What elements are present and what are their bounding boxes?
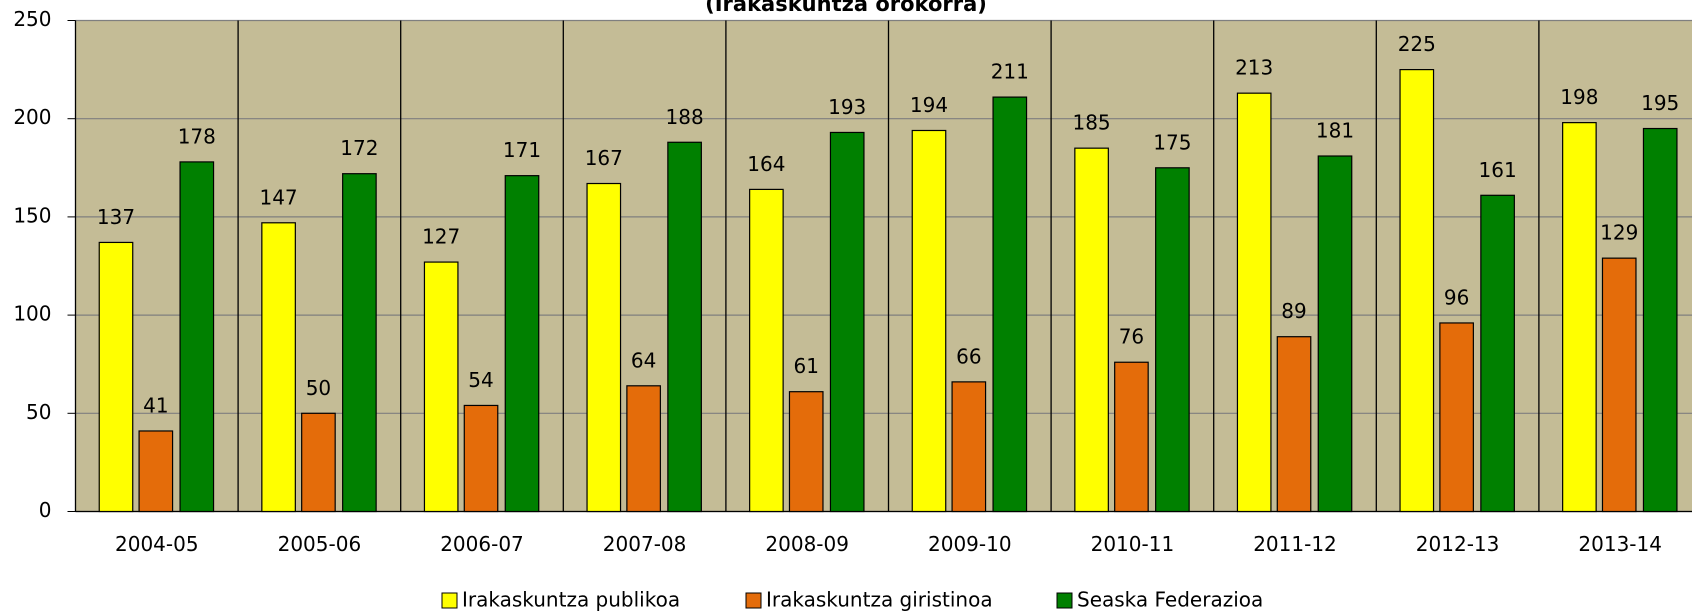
bar [138, 430, 174, 513]
data-label: 164 [747, 152, 785, 176]
data-label: 178 [178, 124, 216, 148]
bar [951, 381, 987, 513]
data-label: 89 [1281, 299, 1306, 323]
legend-label: Seaska Federazioa [1077, 588, 1263, 612]
x-tick-label: 2011-12 [1253, 532, 1337, 556]
data-label: 41 [143, 393, 168, 417]
data-label: 225 [1398, 32, 1436, 56]
bar [586, 182, 622, 513]
x-tick-label: 2013-14 [1578, 532, 1662, 556]
bar [1439, 322, 1474, 513]
data-label: 64 [631, 348, 656, 372]
bar [992, 96, 1028, 513]
legend-swatch [1056, 592, 1073, 609]
legend-label: Irakaskuntza giristinoa [766, 588, 993, 612]
x-tick-label: 2008-09 [765, 532, 849, 556]
bar [911, 129, 947, 513]
bar [1399, 68, 1435, 513]
x-tick-label: 2012-13 [1416, 532, 1500, 556]
data-label: 167 [585, 146, 623, 170]
bar [463, 404, 499, 513]
legend-swatch [441, 592, 458, 609]
bar [667, 141, 702, 513]
bar [1155, 167, 1190, 513]
bar [788, 391, 824, 513]
bar [1236, 92, 1272, 513]
x-tick-label: 2005-06 [278, 532, 362, 556]
bar [749, 188, 784, 513]
legend-swatch [745, 592, 762, 609]
data-label: 211 [991, 60, 1029, 84]
y-tick-label: 100 [13, 302, 51, 326]
data-label: 175 [1153, 130, 1191, 154]
bar [301, 412, 336, 513]
x-tick-label: 2009-10 [928, 532, 1012, 556]
legend-label: Irakaskuntza publikoa [462, 588, 680, 612]
bar [179, 161, 215, 513]
bar [98, 241, 134, 513]
data-label: 194 [910, 93, 948, 117]
data-label: 161 [1479, 158, 1517, 182]
bar [423, 261, 459, 513]
data-label: 137 [97, 205, 135, 229]
bar [1601, 257, 1637, 513]
data-label: 76 [1119, 325, 1144, 349]
bar [829, 131, 865, 513]
y-tick-label: 0 [39, 498, 52, 522]
data-label: 96 [1444, 285, 1469, 309]
bar [626, 385, 661, 513]
data-label: 213 [1235, 56, 1273, 80]
x-tick-label: 2004-05 [115, 532, 199, 556]
y-tick-label: 250 [13, 7, 51, 31]
chart-title: (Irakaskuntza orokorra) [705, 0, 987, 16]
bar [504, 175, 540, 513]
data-label: 127 [422, 225, 460, 249]
data-label: 172 [340, 136, 378, 160]
bar [342, 173, 377, 513]
bar [261, 222, 296, 513]
bar [1480, 194, 1515, 513]
data-label: 61 [793, 354, 818, 378]
data-label: 181 [1316, 119, 1354, 143]
x-tick-label: 2006-07 [440, 532, 524, 556]
data-label: 198 [1560, 85, 1598, 109]
data-label: 129 [1600, 221, 1638, 245]
bar [1642, 127, 1678, 513]
bar [1317, 155, 1353, 513]
y-tick-label: 200 [13, 105, 51, 129]
bar [1562, 122, 1597, 513]
data-label: 54 [468, 368, 493, 392]
data-label: 195 [1641, 91, 1679, 115]
data-label: 188 [666, 105, 704, 129]
data-label: 193 [828, 95, 866, 119]
x-tick-label: 2010-11 [1091, 532, 1175, 556]
data-label: 185 [1072, 111, 1110, 135]
data-label: 50 [306, 376, 331, 400]
x-tick-label: 2007-08 [603, 532, 687, 556]
bar [1114, 361, 1149, 513]
data-label: 171 [503, 138, 541, 162]
data-label: 66 [956, 344, 981, 368]
y-tick-label: 150 [13, 203, 51, 227]
y-tick-label: 50 [26, 400, 51, 424]
data-label: 147 [259, 185, 297, 209]
bar [1074, 147, 1109, 513]
bar [1276, 336, 1312, 513]
